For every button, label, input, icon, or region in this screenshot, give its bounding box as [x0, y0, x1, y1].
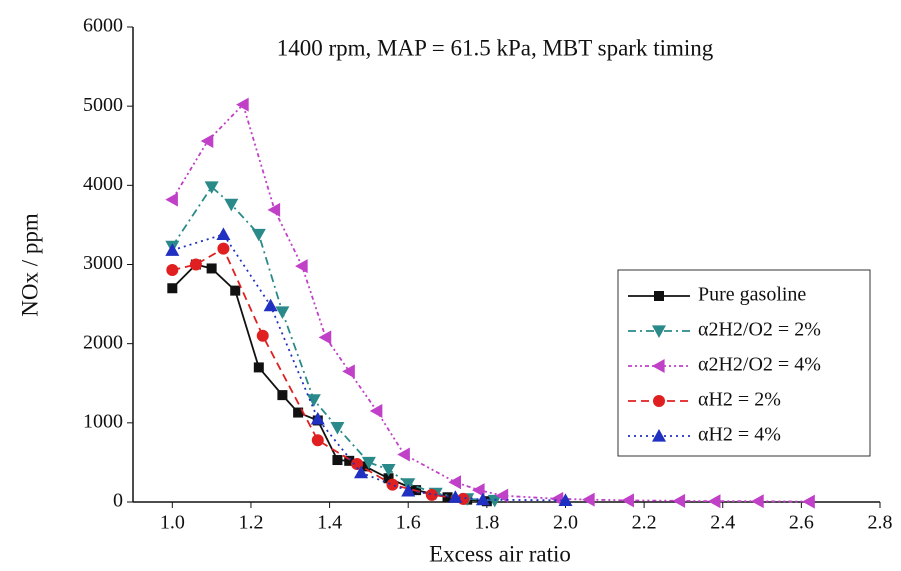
- marker: [487, 494, 502, 508]
- marker: [267, 202, 281, 217]
- x-tick-label: 1.4: [317, 512, 342, 534]
- x-tick-label: 2.8: [868, 512, 893, 534]
- marker: [310, 411, 325, 425]
- legend-label: αH2 = 4%: [698, 424, 781, 446]
- marker: [442, 492, 453, 503]
- marker: [256, 329, 269, 342]
- x-axis-label: Excess air ratio: [429, 541, 571, 566]
- marker: [311, 434, 324, 447]
- marker: [263, 298, 278, 312]
- marker: [652, 359, 665, 373]
- marker: [751, 494, 764, 509]
- marker: [295, 259, 308, 274]
- marker: [621, 493, 634, 508]
- marker: [652, 429, 666, 442]
- marker: [383, 473, 394, 484]
- marker: [654, 291, 664, 301]
- x-tick-label: 1.8: [474, 512, 499, 534]
- marker: [369, 403, 383, 418]
- marker: [448, 475, 461, 490]
- x-tick-label: 2.4: [710, 512, 735, 534]
- marker: [204, 181, 219, 194]
- marker: [359, 461, 370, 472]
- marker: [471, 483, 485, 498]
- marker: [707, 494, 721, 509]
- y-tick-label: 1000: [83, 410, 123, 432]
- y-axis-label: NOx / ppm: [17, 213, 42, 317]
- marker: [354, 465, 369, 479]
- series-line: [171, 263, 487, 503]
- chart-title: 1400 rpm, MAP = 61.5 kPa, MBT spark timi…: [277, 35, 714, 60]
- marker: [165, 243, 180, 256]
- marker: [381, 463, 396, 477]
- marker: [351, 458, 364, 470]
- marker: [251, 228, 266, 242]
- marker: [558, 493, 573, 507]
- x-tick-label: 1.6: [396, 512, 421, 534]
- y-tick-label: 0: [113, 490, 123, 512]
- y-tick-label: 6000: [83, 15, 123, 37]
- legend-label: α2H2/O2 = 2%: [698, 319, 821, 341]
- marker: [802, 494, 815, 509]
- y-tick-label: 4000: [83, 173, 123, 195]
- marker: [332, 455, 343, 466]
- marker: [166, 264, 179, 277]
- marker: [550, 491, 564, 506]
- marker: [216, 227, 231, 241]
- marker: [397, 447, 410, 462]
- marker: [448, 490, 463, 503]
- x-tick-label: 2.2: [632, 512, 657, 534]
- marker: [165, 192, 178, 207]
- legend-label: α2H2/O2 = 4%: [698, 354, 821, 376]
- marker: [653, 395, 665, 407]
- marker: [318, 330, 332, 345]
- marker: [217, 242, 230, 255]
- marker: [277, 390, 288, 401]
- series-line: [172, 247, 464, 500]
- marker: [672, 493, 686, 508]
- marker: [189, 258, 202, 271]
- y-tick-label: 3000: [83, 252, 123, 274]
- marker: [275, 306, 290, 319]
- marker: [495, 488, 509, 503]
- marker: [253, 362, 264, 373]
- x-tick-label: 1.0: [160, 512, 185, 534]
- x-tick-label: 2.0: [553, 512, 578, 534]
- marker: [425, 488, 438, 501]
- y-tick-label: 5000: [83, 94, 123, 116]
- legend-label: Pure gasoline: [698, 284, 806, 306]
- marker: [224, 198, 239, 212]
- marker: [330, 421, 345, 435]
- marker: [236, 97, 249, 112]
- marker: [652, 325, 666, 338]
- marker: [386, 478, 399, 491]
- x-tick-label: 1.2: [238, 512, 263, 534]
- marker: [206, 263, 217, 274]
- marker: [475, 492, 490, 506]
- marker: [230, 285, 241, 296]
- marker: [200, 134, 214, 148]
- marker: [401, 483, 416, 497]
- marker: [342, 364, 355, 379]
- legend-label: αH2 = 2%: [698, 389, 781, 411]
- marker: [306, 394, 321, 407]
- marker: [293, 407, 304, 418]
- x-tick-label: 2.6: [789, 512, 814, 534]
- marker: [582, 492, 595, 507]
- marker: [344, 455, 355, 466]
- marker: [167, 283, 178, 294]
- y-tick-label: 2000: [83, 331, 123, 353]
- marker: [361, 456, 376, 470]
